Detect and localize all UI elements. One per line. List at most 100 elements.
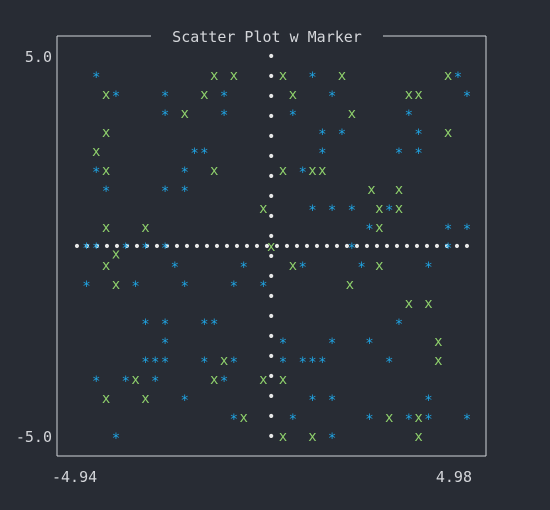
- star-marker-point: *: [210, 317, 218, 333]
- reference-dot-vertical: •: [267, 89, 275, 105]
- reference-dot-horizontal: •: [253, 239, 261, 255]
- star-marker-point: *: [190, 146, 198, 162]
- star-marker-point: *: [161, 241, 169, 257]
- star-marker-point: *: [131, 279, 139, 295]
- reference-dot-vertical: •: [267, 389, 275, 405]
- star-marker-point: *: [92, 70, 100, 86]
- star-marker-point: *: [181, 279, 189, 295]
- x-marker-point: x: [289, 87, 297, 103]
- star-marker-point: *: [279, 336, 287, 352]
- star-marker-point: *: [161, 108, 169, 124]
- star-marker-point: *: [200, 355, 208, 371]
- reference-dot-horizontal: •: [153, 239, 161, 255]
- reference-dot-horizontal: •: [293, 239, 301, 255]
- star-marker-point: *: [161, 184, 169, 200]
- x-marker-point: x: [200, 87, 208, 103]
- reference-dot-horizontal: •: [273, 239, 281, 255]
- star-marker-point: *: [308, 355, 316, 371]
- reference-dot-horizontal: •: [333, 239, 341, 255]
- reference-dot-vertical: •: [267, 49, 275, 65]
- star-marker-point: *: [259, 279, 267, 295]
- x-marker-point: x: [210, 372, 218, 388]
- star-marker-point: *: [365, 412, 373, 428]
- star-marker-point: *: [102, 184, 110, 200]
- star-marker-point: *: [348, 241, 356, 257]
- reference-dot-vertical: •: [267, 329, 275, 345]
- star-marker-point: *: [328, 431, 336, 447]
- star-marker-point: *: [328, 393, 336, 409]
- x-marker-point: x: [220, 353, 228, 369]
- star-marker-point: *: [357, 260, 365, 276]
- star-marker-point: *: [365, 336, 373, 352]
- star-marker-point: *: [424, 260, 432, 276]
- star-marker-point: *: [328, 203, 336, 219]
- star-marker-point: *: [230, 279, 238, 295]
- x-marker-point: x: [102, 391, 110, 407]
- reference-dot-horizontal: •: [343, 239, 351, 255]
- x-marker-point: x: [395, 201, 403, 217]
- star-marker-point: *: [181, 184, 189, 200]
- star-marker-point: *: [230, 355, 238, 371]
- x-marker-point: x: [375, 258, 383, 274]
- y-tick-label-top: 5.0: [25, 48, 52, 66]
- x-marker-point: x: [395, 182, 403, 198]
- x-marker-point: x: [102, 220, 110, 236]
- star-marker-point: *: [365, 222, 373, 238]
- reference-dot-horizontal: •: [103, 239, 111, 255]
- chart-title: Scatter Plot w Marker: [172, 28, 362, 46]
- star-marker-point: *: [181, 165, 189, 181]
- star-marker-point: *: [239, 260, 247, 276]
- reference-dot-horizontal: •: [263, 239, 271, 255]
- reference-dot-horizontal: •: [463, 239, 471, 255]
- x-marker-point: x: [279, 429, 287, 445]
- x-marker-point: x: [112, 247, 120, 263]
- reference-dot-vertical: •: [267, 109, 275, 125]
- x-marker-point: x: [289, 258, 297, 274]
- star-marker-point: *: [395, 146, 403, 162]
- reference-dot-vertical: •: [267, 429, 275, 445]
- x-marker-point: x: [385, 410, 393, 426]
- star-marker-point: *: [328, 89, 336, 105]
- x-marker-point: x: [414, 410, 422, 426]
- star-marker-point: *: [122, 374, 130, 390]
- reference-dot-horizontal: •: [313, 239, 321, 255]
- star-marker-point: *: [308, 203, 316, 219]
- reference-dot-horizontal: •: [433, 239, 441, 255]
- y-tick-label-bottom: -5.0: [16, 428, 52, 446]
- reference-dot-vertical: •: [267, 209, 275, 225]
- x-marker-point: x: [279, 68, 287, 84]
- x-marker-point: x: [279, 372, 287, 388]
- star-marker-point: *: [220, 374, 228, 390]
- reference-dot-horizontal: •: [363, 239, 371, 255]
- star-marker-point: *: [122, 241, 130, 257]
- star-marker-point: *: [308, 393, 316, 409]
- x-marker-point: x: [267, 239, 275, 255]
- x-marker-point: x: [141, 220, 149, 236]
- x-marker-point: x: [308, 429, 316, 445]
- x-marker-point: x: [259, 201, 267, 217]
- reference-dot-horizontal: •: [193, 239, 201, 255]
- reference-dot-vertical: •: [267, 369, 275, 385]
- star-marker-point: *: [463, 222, 471, 238]
- star-marker-point: *: [92, 374, 100, 390]
- star-marker-point: *: [289, 108, 297, 124]
- reference-dot-vertical: •: [267, 189, 275, 205]
- x-marker-point: x: [102, 258, 110, 274]
- star-marker-point: *: [161, 317, 169, 333]
- star-marker-point: *: [112, 431, 120, 447]
- reference-dot-horizontal: •: [443, 239, 451, 255]
- star-marker-point: *: [405, 412, 413, 428]
- star-marker-point: *: [395, 317, 403, 333]
- reference-dot-vertical: •: [267, 169, 275, 185]
- reference-dot-horizontal: •: [233, 239, 241, 255]
- star-marker-point: *: [318, 146, 326, 162]
- reference-dot-horizontal: •: [173, 239, 181, 255]
- x-marker-point: x: [414, 87, 422, 103]
- x-marker-point: x: [375, 220, 383, 236]
- star-marker-point: *: [348, 203, 356, 219]
- reference-dot-vertical: •: [267, 309, 275, 325]
- x-marker-point: x: [375, 201, 383, 217]
- star-marker-point: *: [318, 355, 326, 371]
- x-marker-point: x: [308, 163, 316, 179]
